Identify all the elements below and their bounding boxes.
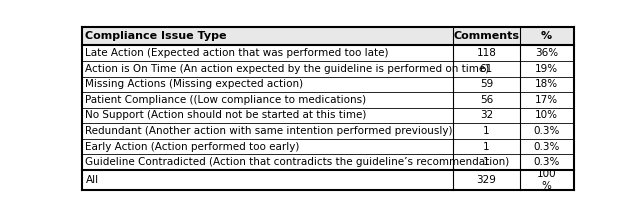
Text: 36%: 36% (535, 48, 558, 58)
Text: 10%: 10% (535, 110, 558, 120)
Text: 61: 61 (480, 64, 493, 74)
Text: Comments: Comments (453, 31, 520, 41)
Bar (520, 139, 573, 154)
Text: 0.3%: 0.3% (533, 141, 560, 152)
Bar (520, 170, 573, 190)
Bar (453, 108, 520, 123)
Bar (83, 170, 453, 190)
Text: %: % (541, 31, 552, 41)
Text: 19%: 19% (535, 64, 558, 74)
Text: 0.3%: 0.3% (533, 157, 560, 167)
Bar (83, 123, 453, 139)
Text: All: All (86, 175, 99, 185)
Bar (83, 154, 453, 170)
Bar (83, 108, 453, 123)
Bar (83, 77, 453, 92)
Text: Compliance Issue Type: Compliance Issue Type (86, 31, 227, 41)
Bar (520, 61, 573, 77)
Bar (453, 123, 520, 139)
Bar (453, 139, 520, 154)
Bar (83, 92, 453, 108)
Text: 59: 59 (480, 79, 493, 89)
Text: Action is On Time (An action expected by the guideline is performed on time): Action is On Time (An action expected by… (86, 64, 490, 74)
Bar (83, 45, 453, 61)
Text: 0.3%: 0.3% (533, 126, 560, 136)
Bar (453, 92, 520, 108)
Bar (520, 154, 573, 170)
Text: Guideline Contradicted (Action that contradicts the guideline’s recommendation): Guideline Contradicted (Action that cont… (86, 157, 509, 167)
Bar (520, 108, 573, 123)
Text: 1: 1 (483, 141, 490, 152)
Text: 1: 1 (483, 157, 490, 167)
Bar (453, 27, 520, 45)
Bar (453, 77, 520, 92)
Bar (453, 61, 520, 77)
Text: Early Action (Action performed too early): Early Action (Action performed too early… (86, 141, 300, 152)
Bar (520, 92, 573, 108)
Text: No Support (Action should not be started at this time): No Support (Action should not be started… (86, 110, 367, 120)
Bar (83, 27, 453, 45)
Text: Late Action (Expected action that was performed too late): Late Action (Expected action that was pe… (86, 48, 389, 58)
Text: 32: 32 (480, 110, 493, 120)
Bar (83, 139, 453, 154)
Text: Missing Actions (Missing expected action): Missing Actions (Missing expected action… (86, 79, 303, 89)
Text: Redundant (Another action with same intention performed previously): Redundant (Another action with same inte… (86, 126, 453, 136)
Text: 17%: 17% (535, 95, 558, 105)
Bar (453, 154, 520, 170)
Text: 100
%: 100 % (537, 169, 556, 191)
Text: 18%: 18% (535, 79, 558, 89)
Bar (520, 77, 573, 92)
Bar (520, 45, 573, 61)
Text: 1: 1 (483, 126, 490, 136)
Bar (83, 61, 453, 77)
Text: 329: 329 (476, 175, 496, 185)
Bar (453, 170, 520, 190)
Bar (520, 123, 573, 139)
Text: 56: 56 (480, 95, 493, 105)
Bar (453, 45, 520, 61)
Text: 118: 118 (476, 48, 496, 58)
Text: Patient Compliance ((Low compliance to medications): Patient Compliance ((Low compliance to m… (86, 95, 367, 105)
Bar (520, 27, 573, 45)
